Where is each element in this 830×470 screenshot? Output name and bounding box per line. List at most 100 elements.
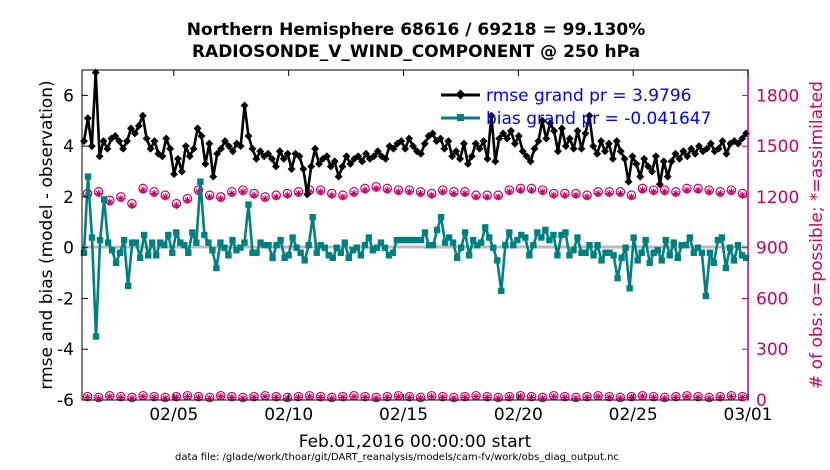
- chart-title: Northern Hemisphere 68616 / 69218 = 99.1…: [187, 20, 646, 40]
- bias-point: [269, 254, 276, 262]
- obs-assimilated-marker: [627, 193, 636, 201]
- bias-point: [606, 249, 613, 256]
- rmse-point: [671, 149, 680, 158]
- obs-assimilated-marker: [472, 193, 480, 201]
- bias-point: [710, 259, 718, 267]
- obs-assimilated-marker: [328, 394, 336, 402]
- rmse-point: [146, 144, 155, 153]
- bias-point: [453, 254, 461, 262]
- rmse-point: [608, 154, 617, 163]
- bias-point: [522, 234, 529, 241]
- bias-point: [225, 252, 232, 259]
- obs-assimilated-marker: [161, 394, 169, 402]
- y2-tick-label: 900: [756, 239, 788, 259]
- bias-point: [674, 254, 681, 262]
- rmse-point: [205, 139, 214, 148]
- rmse-point: [448, 152, 457, 161]
- bias-point: [285, 252, 292, 259]
- bias-point: [401, 236, 409, 244]
- rmse-point: [655, 180, 664, 189]
- x-tick-label: 02/10: [264, 405, 313, 425]
- rmse-point: [213, 149, 222, 158]
- rmse-point: [279, 154, 288, 163]
- rmse-point: [675, 154, 684, 163]
- bias-point: [205, 239, 212, 246]
- rmse-point: [416, 149, 425, 158]
- rmse-point: [440, 144, 449, 153]
- bias-point: [666, 252, 673, 259]
- bias-point: [686, 234, 694, 241]
- obs-assimilated-marker: [583, 193, 591, 201]
- bias-series: [80, 173, 750, 340]
- obs-assimilated-marker: [194, 393, 203, 402]
- bias-point: [301, 257, 308, 264]
- obs-assimilated-marker: [539, 394, 547, 402]
- obs-assimilated-marker: [83, 393, 92, 402]
- bias-point: [502, 241, 509, 249]
- obs-assimilated-marker: [583, 393, 591, 402]
- obs-assimilated-marker: [394, 393, 402, 401]
- rmse-point: [734, 139, 743, 148]
- rmse-point: [718, 137, 727, 146]
- obs-assimilated-marker: [627, 393, 636, 402]
- rmse-point: [628, 152, 637, 161]
- x-tick-label: 02/15: [379, 405, 428, 425]
- bias-point: [257, 239, 264, 246]
- bias-point: [181, 241, 188, 249]
- obs-assimilated-marker: [694, 186, 702, 194]
- bias-point: [381, 244, 389, 251]
- bias-point: [241, 239, 248, 246]
- bias-point: [112, 259, 120, 267]
- rmse-point: [91, 68, 100, 77]
- obs-assimilated-marker: [206, 193, 214, 201]
- rmse-point: [452, 147, 461, 156]
- rmse-point: [338, 162, 347, 171]
- obs-assimilated-marker: [727, 393, 735, 401]
- bias-point: [714, 236, 722, 244]
- bias-point: [618, 254, 625, 262]
- obs-assimilated-marker: [672, 189, 680, 198]
- bias-point: [558, 231, 565, 239]
- legend-rmse-label: rmse grand pr = 3.9796: [486, 86, 691, 106]
- rmse-point: [405, 134, 414, 143]
- rmse-point: [491, 157, 500, 166]
- bias-point: [602, 249, 609, 256]
- legend-bias-marker: [457, 114, 464, 121]
- bias-point: [136, 254, 144, 262]
- bias-point: [682, 241, 690, 249]
- obs-assimilated-marker: [139, 186, 147, 194]
- obs-assimilated-marker: [339, 393, 347, 402]
- obs-assimilated-marker: [117, 195, 125, 203]
- bias-point: [317, 241, 324, 249]
- bias-point: [726, 244, 734, 251]
- obs-assimilated-marker: [572, 394, 580, 402]
- rmse-point: [185, 152, 194, 161]
- bias-point: [201, 231, 208, 239]
- obs-assimilated-marker: [561, 191, 569, 199]
- rmse-point: [228, 147, 237, 156]
- bias-point: [582, 249, 589, 256]
- obs-assimilated-marker: [450, 189, 458, 198]
- bias-point: [405, 236, 413, 244]
- obs-assimilated-marker: [727, 188, 735, 196]
- bias-point: [92, 333, 100, 340]
- rmse-point: [702, 144, 711, 153]
- rmse-point: [150, 137, 159, 146]
- bias-point: [96, 236, 104, 244]
- obs-assimilated-marker: [117, 393, 125, 402]
- bias-point: [321, 244, 328, 251]
- bias-point: [389, 249, 397, 256]
- obs-assimilated-marker: [250, 191, 258, 199]
- bias-point: [441, 239, 449, 246]
- bias-point: [293, 244, 300, 251]
- bias-point: [177, 239, 184, 246]
- bias-point: [144, 252, 152, 259]
- bias-point: [449, 239, 457, 246]
- bias-point: [425, 241, 433, 249]
- rmse-point: [170, 170, 179, 179]
- obs-assimilated-marker: [539, 188, 547, 196]
- bias-point: [385, 252, 393, 259]
- rmse-series: [79, 68, 751, 199]
- bias-point: [341, 239, 348, 246]
- bias-point: [273, 241, 280, 249]
